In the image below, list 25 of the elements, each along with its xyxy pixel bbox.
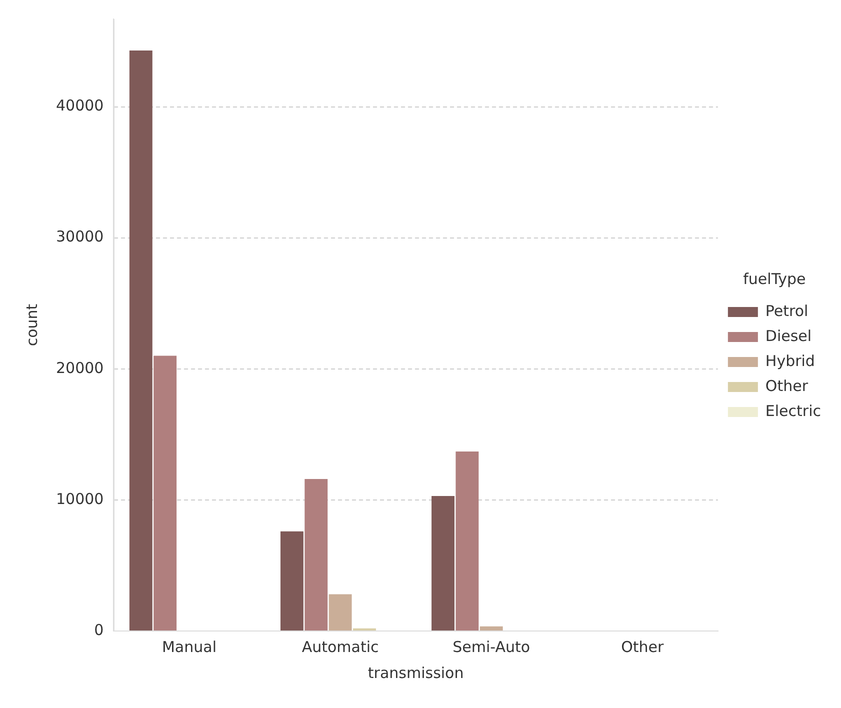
legend-label: Diesel bbox=[765, 326, 812, 345]
x-axis-title: transmission bbox=[368, 664, 464, 682]
legend-label: Hybrid bbox=[765, 352, 815, 370]
y-axis-title: count bbox=[22, 304, 41, 346]
legend-label: Petrol bbox=[765, 302, 808, 320]
y-tick-label: 30000 bbox=[56, 228, 104, 246]
bar bbox=[280, 531, 304, 630]
bar bbox=[129, 50, 152, 630]
bar bbox=[304, 478, 328, 630]
legend-title: fuelType bbox=[743, 270, 806, 288]
y-tick-label: 40000 bbox=[56, 96, 104, 115]
bar bbox=[480, 626, 503, 630]
x-tick-label: Automatic bbox=[302, 638, 379, 656]
x-tick-label: Semi-Auto bbox=[452, 638, 530, 656]
y-tick-label: 20000 bbox=[56, 358, 104, 377]
bar bbox=[456, 451, 479, 630]
y-tick-label: 10000 bbox=[56, 490, 104, 508]
bar bbox=[154, 356, 177, 630]
y-tick-label: 0 bbox=[94, 620, 104, 639]
x-tick-label: Other bbox=[621, 638, 665, 656]
bar bbox=[328, 594, 352, 630]
bar bbox=[432, 496, 454, 630]
legend-label: Other bbox=[765, 376, 809, 395]
legend-label: Electric bbox=[765, 402, 822, 420]
x-tick-label: Manual bbox=[162, 638, 216, 656]
